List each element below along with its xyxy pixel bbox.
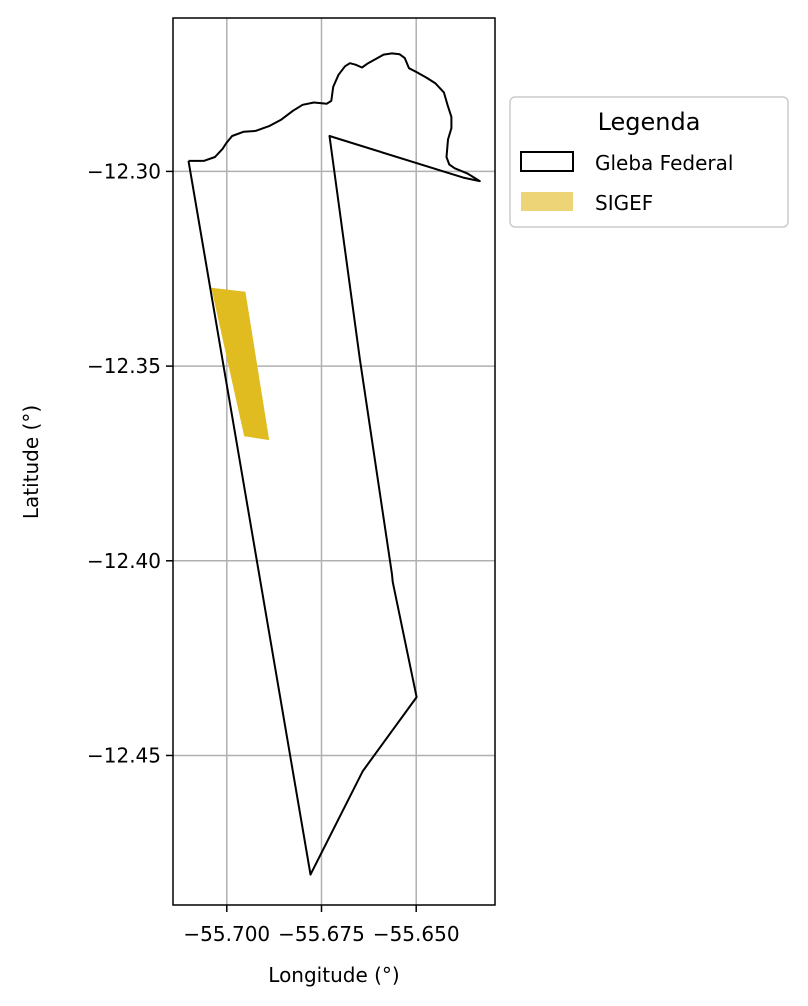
legend-swatch-sigef [521, 192, 573, 211]
legend-swatch-gleba-federal [520, 151, 574, 172]
y-tick-label: −12.35 [87, 354, 161, 378]
x-axis-label: Longitude (°) [268, 963, 399, 987]
plot-frame [172, 17, 496, 906]
gleba-federal-boundary [187, 52, 481, 876]
legend-label-sigef: SIGEF [595, 191, 653, 215]
legend-title: Legenda [598, 108, 701, 136]
y-tick-label: −12.45 [87, 743, 161, 767]
y-tick-label: −12.40 [87, 549, 161, 573]
map-layers [187, 52, 481, 876]
x-tick-label: −55.700 [183, 922, 270, 946]
y-tick-label: −12.30 [87, 159, 161, 183]
x-tick-label: −55.650 [373, 922, 460, 946]
legend-label-gleba-federal: Gleba Federal [595, 151, 733, 175]
y-axis-label: Latitude (°) [19, 405, 43, 519]
x-ticks: −55.700 −55.675 −55.650 [183, 905, 460, 946]
gridlines [173, 18, 495, 905]
y-ticks: −12.30 −12.35 −12.40 −12.45 [87, 159, 173, 767]
legend-box [509, 96, 789, 228]
sigef-parcel [211, 287, 270, 441]
legend: Legenda Gleba Federal SIGEF [509, 96, 789, 228]
x-tick-label: −55.675 [278, 922, 365, 946]
